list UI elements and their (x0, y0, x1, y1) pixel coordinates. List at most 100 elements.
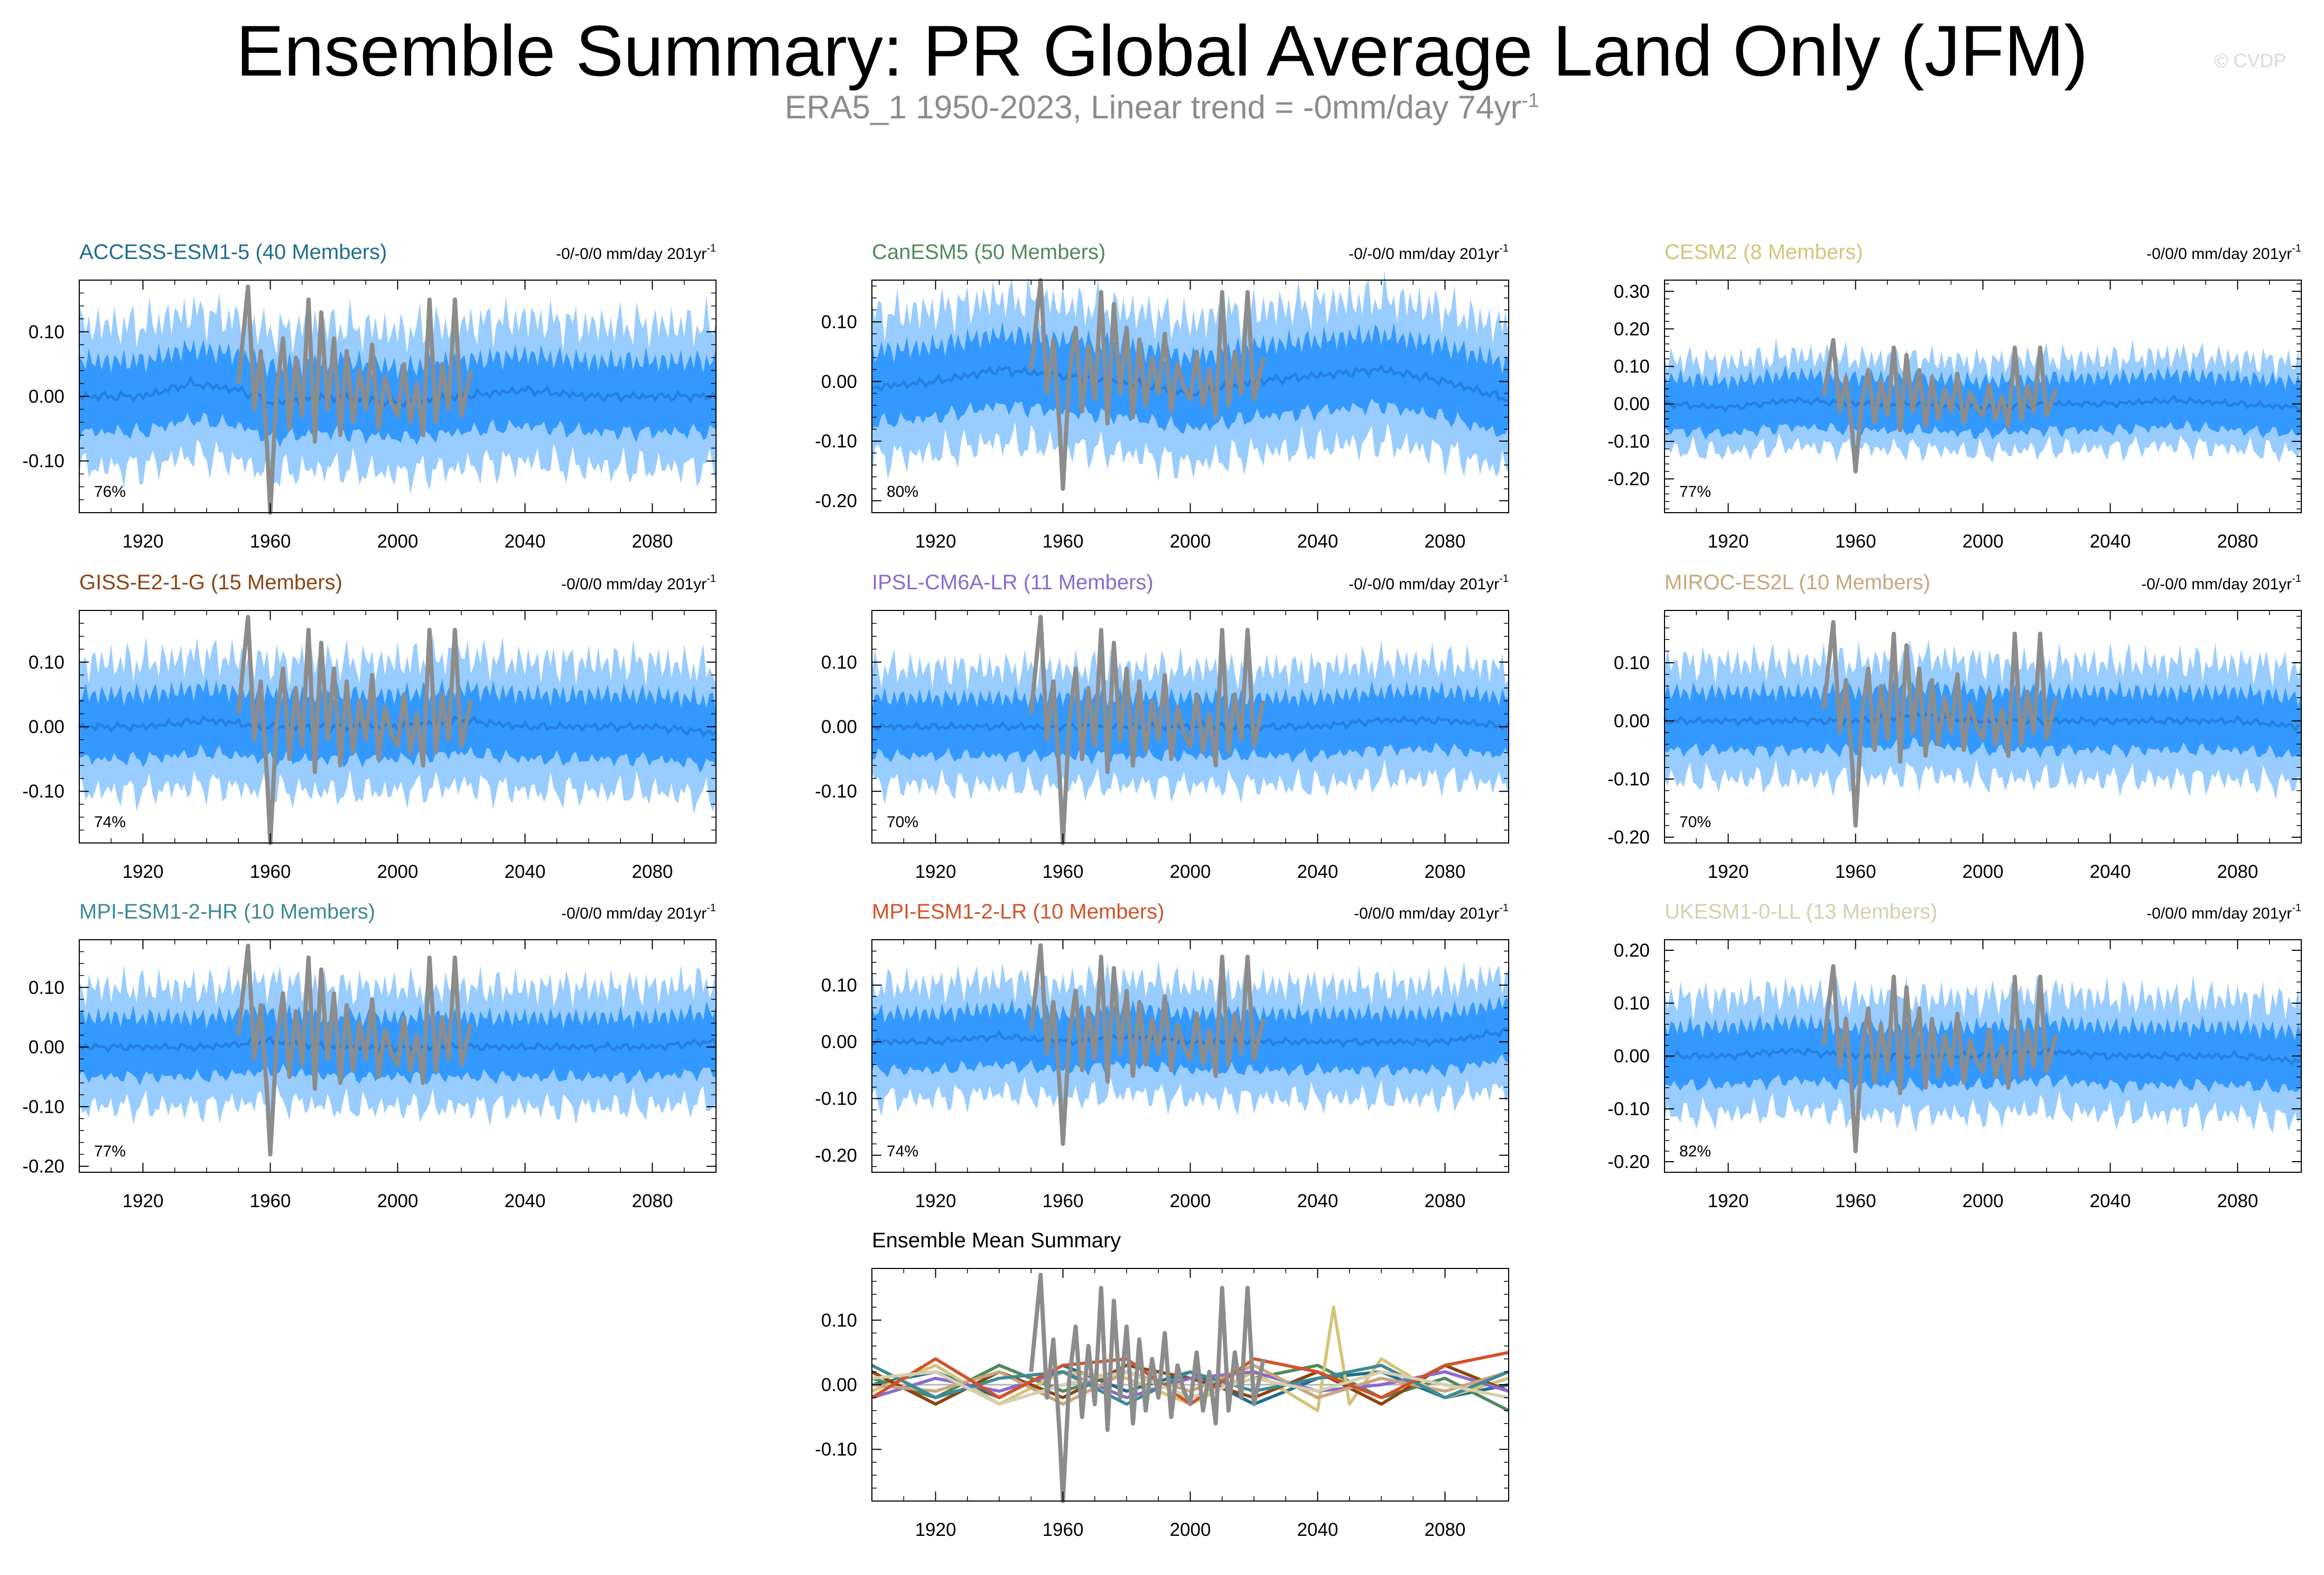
y-tick-label: 0.10 (29, 652, 64, 673)
x-tick-label: 2080 (632, 531, 673, 552)
panel-canesm5: -0.20 -0.10 0.00 0.10 1920 1960 2000 2040 2080 Ca… (815, 240, 1509, 552)
x-tick-label: 2080 (1425, 861, 1466, 882)
percent-label: 70% (1679, 813, 1711, 831)
observations-line (1821, 338, 2058, 474)
x-tick-label: 2000 (1170, 861, 1211, 882)
y-tick-label: 0.10 (1614, 356, 1650, 377)
y-tick-label: 0.00 (29, 717, 64, 737)
trend-label: -0/-0/0 mm/day 201yr-1 (2141, 573, 2301, 593)
y-tick-label: 0.00 (821, 372, 857, 392)
y-tick-label: -0.10 (22, 1097, 64, 1117)
trend-label: -0/0/0 mm/day 201yr-1 (2146, 243, 2301, 263)
panel-title: Ensemble Mean Summary (872, 1229, 1121, 1252)
panel-ensemble-mean-summary: -0.10 0.00 0.10 1920 1960 2000 2040 2080 Ensembl… (815, 1229, 1510, 1540)
plot-area: -0.10 0.00 0.10 1920 1960 2000 2040 2080 GISS-E2… (22, 571, 717, 882)
y-tick-label: 0.10 (29, 977, 64, 998)
y-tick-label: 0.00 (821, 1032, 857, 1052)
x-tick-label: 2040 (505, 1191, 546, 1211)
x-tick-label: 1960 (1043, 531, 1084, 552)
plot-area: -0.20 -0.10 0.00 0.10 1920 1960 2000 2040 2080 Ca… (815, 240, 1509, 552)
y-tick-label: 0.30 (1614, 281, 1650, 302)
observations-line (236, 943, 473, 1157)
x-tick-label: 2080 (2217, 531, 2258, 552)
x-tick-label: 2000 (1963, 861, 2004, 882)
plot-area: -0.10 0.00 0.10 1920 1960 2000 2040 2080 IPSL-CM… (815, 571, 1510, 882)
x-tick-label: 1920 (123, 531, 164, 552)
plot-area: -0.20 -0.10 0.00 0.10 0.20 1920 1960 2000 2040 20… (1607, 900, 2302, 1211)
x-tick-label: 1960 (250, 861, 291, 882)
x-tick-label: 1960 (1043, 1191, 1084, 1211)
ensemble-inner-band (1665, 365, 2301, 440)
x-tick-label: 2000 (1963, 1191, 2004, 1211)
y-tick-label: -0.10 (815, 431, 857, 452)
y-tick-label: -0.10 (22, 451, 64, 471)
x-tick-label: 2000 (1170, 531, 1211, 552)
panel-access-esm1-5: -0.10 0.00 0.10 1920 1960 2000 2040 2080 ACCESS-… (22, 240, 718, 552)
y-tick-label: 0.00 (1614, 394, 1650, 414)
y-tick-label: 0.00 (821, 717, 857, 737)
model-mean-line (871, 1370, 1509, 1400)
panel-mpi-esm1-2-hr: -0.20 -0.10 0.00 0.10 1920 1960 2000 2040 2080 MP… (22, 900, 717, 1211)
x-tick-label: 2040 (2090, 861, 2131, 882)
x-tick-label: 2040 (1297, 1191, 1338, 1211)
y-tick-label: -0.20 (1607, 469, 1650, 489)
y-tick-label: 0.10 (1614, 993, 1650, 1014)
x-tick-label: 2000 (1170, 1520, 1211, 1540)
x-tick-label: 1960 (1835, 861, 1876, 882)
x-tick-label: 1920 (123, 1191, 164, 1211)
x-tick-label: 1960 (1043, 1520, 1084, 1540)
plot-area: -0.20 -0.10 0.00 0.10 1920 1960 2000 2040 2080 MP… (815, 900, 1510, 1211)
panel-title: ACCESS-ESM1-5 (40 Members) (79, 240, 387, 264)
x-tick-label: 2040 (1297, 531, 1338, 552)
panel-giss-e2-1-g: -0.10 0.00 0.10 1920 1960 2000 2040 2080 GISS-E2… (22, 571, 717, 882)
ensemble-mean-line (1663, 711, 2302, 733)
x-tick-label: 1960 (1835, 531, 1876, 552)
plot-area: -0.10 0.00 0.10 1920 1960 2000 2040 2080 ACCESS-… (22, 240, 718, 552)
ensemble-mean-line (78, 1036, 717, 1054)
subtitle-text: ERA5_1 1950-2023, Linear trend = -0mm/da… (785, 89, 1522, 126)
x-tick-label: 2080 (2217, 861, 2258, 882)
y-tick-label: -0.10 (1607, 431, 1650, 452)
trend-label: -0/0/0 mm/day 201yr-1 (561, 573, 716, 593)
observations-line (1029, 943, 1266, 1146)
percent-label: 82% (1679, 1143, 1711, 1160)
page-subtitle: ERA5_1 1950-2023, Linear trend = -0mm/da… (0, 89, 2324, 126)
y-tick-label: 0.00 (29, 1037, 64, 1058)
y-tick-label: -0.10 (815, 1088, 857, 1109)
panel-title: CESM2 (8 Members) (1665, 240, 1863, 264)
y-tick-label: 0.10 (821, 312, 857, 332)
observations-line (1029, 278, 1266, 491)
panel-cesm2: -0.20 -0.10 0.00 0.10 0.20 0.30 1920 1960 2000 20… (1607, 240, 2302, 552)
panel-title: IPSL-CM6A-LR (11 Members) (872, 571, 1154, 594)
y-tick-label: 0.20 (1614, 940, 1650, 961)
x-tick-label: 2040 (1297, 1520, 1338, 1540)
panel-ukesm1-0-ll: -0.20 -0.10 0.00 0.10 0.20 1920 1960 2000 2040 20… (1607, 900, 2302, 1211)
observations-line (236, 615, 473, 845)
percent-label: 77% (1679, 483, 1711, 501)
panel-title: CanESM5 (50 Members) (872, 240, 1105, 264)
y-tick-label: -0.20 (815, 1145, 857, 1166)
percent-label: 76% (94, 483, 126, 501)
y-tick-label: -0.20 (1607, 1152, 1650, 1172)
observations-line (1029, 1273, 1266, 1503)
panel-ipsl-cm6a-lr: -0.10 0.00 0.10 1920 1960 2000 2040 2080 IPSL-CM… (815, 571, 1510, 882)
panel-mpi-esm1-2-lr: -0.20 -0.10 0.00 0.10 1920 1960 2000 2040 2080 MP… (815, 900, 1510, 1211)
x-tick-label: 2040 (2090, 531, 2131, 552)
observations-line (1029, 615, 1266, 845)
y-tick-label: -0.20 (815, 490, 857, 511)
percent-label: 77% (94, 1143, 126, 1160)
percent-label: 74% (887, 1143, 918, 1160)
plot-area: -0.10 0.00 0.10 1920 1960 2000 2040 2080 Ensembl… (815, 1229, 1510, 1540)
x-tick-label: 2080 (1425, 1520, 1466, 1540)
observations-line (1821, 964, 2058, 1153)
x-tick-label: 2080 (2217, 1191, 2258, 1211)
y-tick-label: 0.10 (821, 1310, 857, 1331)
y-tick-label: 0.00 (821, 1375, 857, 1395)
x-tick-label: 1960 (1043, 861, 1084, 882)
y-tick-label: 0.00 (1614, 1046, 1650, 1067)
x-tick-label: 1920 (1708, 531, 1749, 552)
ensemble-mean-line (1663, 1045, 2302, 1066)
trend-label: -0/-0/0 mm/day 201yr-1 (1349, 243, 1509, 263)
x-tick-label: 2040 (1297, 861, 1338, 882)
